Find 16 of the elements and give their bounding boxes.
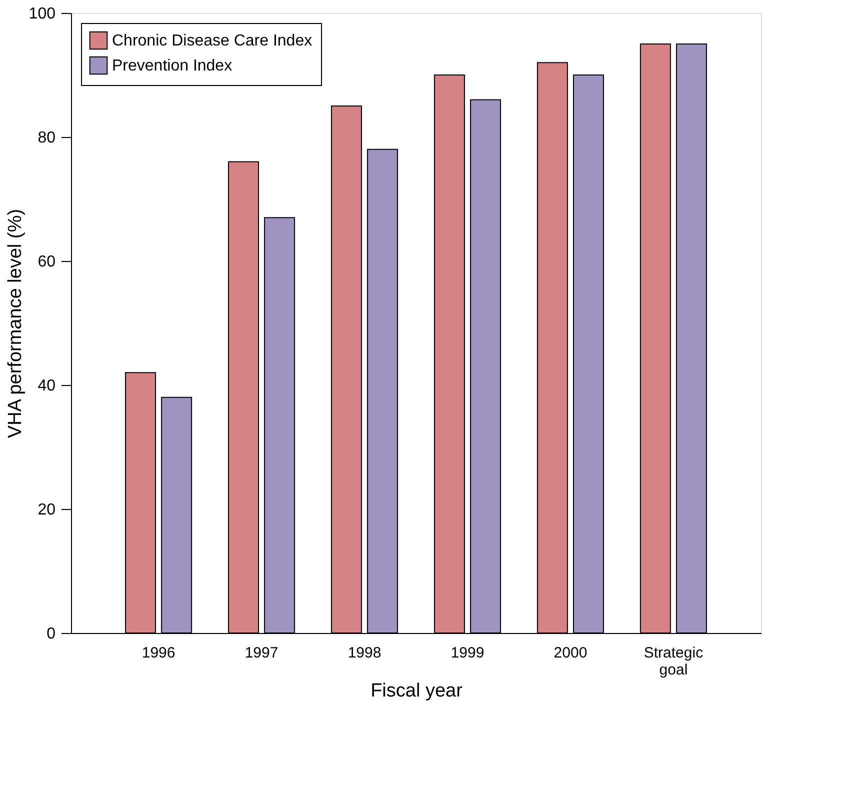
y-tick-label: 80 (38, 130, 56, 146)
x-tick-label: Strategic goal (644, 644, 704, 678)
legend-label: Prevention Index (112, 58, 232, 74)
x-axis-title: Fiscal year (370, 680, 464, 702)
y-tick-label: 0 (46, 626, 56, 642)
y-tick-label: 100 (28, 6, 56, 22)
y-axis-title: VHA performance level (%) (4, 208, 26, 438)
y-tick-label: 40 (38, 378, 56, 394)
x-tick-label: 1997 (244, 644, 278, 662)
y-tick-label: 20 (38, 502, 56, 518)
legend-label: Chronic Disease Care Index (112, 32, 312, 50)
x-tick-label: 2000 (554, 644, 588, 662)
x-tick-label: 1998 (348, 644, 382, 662)
x-tick-label: 1996 (142, 644, 176, 662)
y-tick-label: 60 (38, 254, 56, 270)
x-tick-label: 1999 (450, 644, 484, 662)
